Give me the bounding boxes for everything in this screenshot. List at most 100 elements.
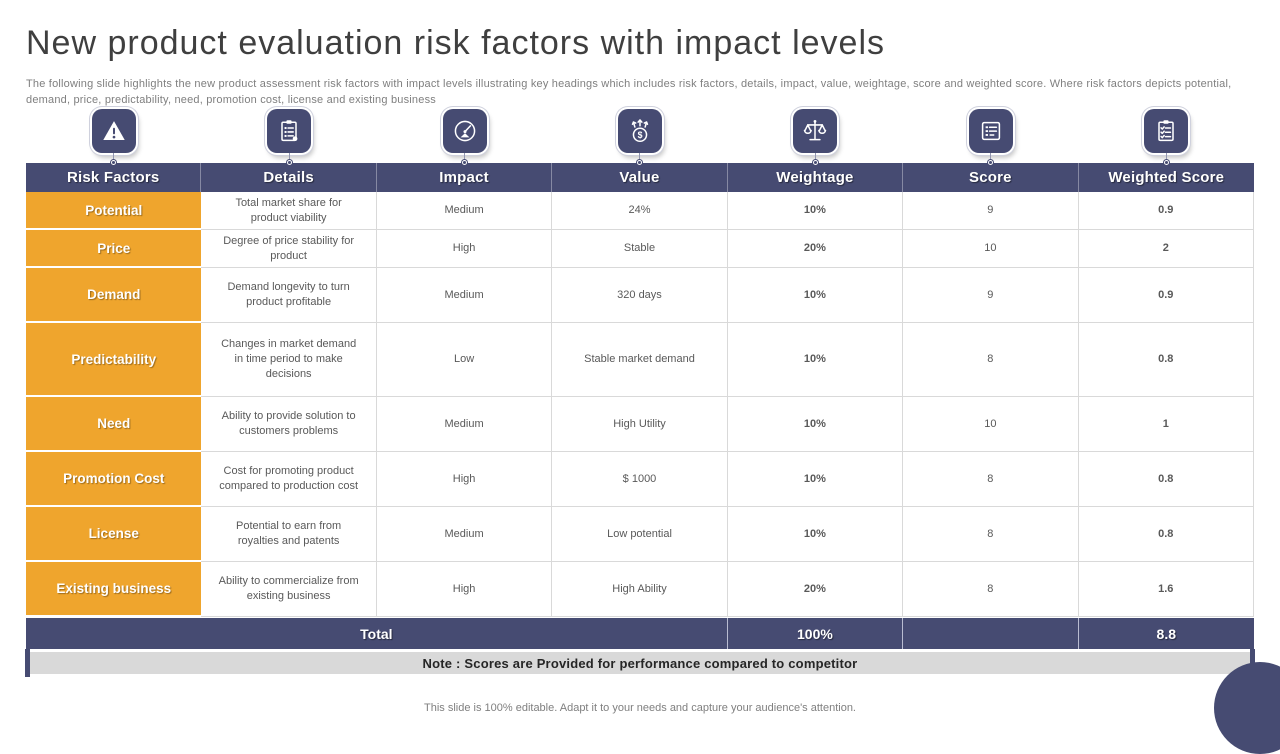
connector-dot <box>286 160 292 165</box>
connector-dot <box>1163 160 1169 165</box>
impact-cell: Medium <box>376 397 553 452</box>
score-cell: 8 <box>903 507 1079 562</box>
total-label: Total <box>26 618 728 649</box>
risk-factor-cell: Need <box>26 397 202 452</box>
score-cell: 8 <box>903 323 1079 397</box>
value-cell: 320 days <box>552 268 728 323</box>
weightage-cell: 10% <box>727 452 904 507</box>
connector-dot <box>462 160 468 165</box>
impact-cell: High <box>376 562 553 617</box>
weighted-score-cell: 0.8 <box>1078 507 1254 562</box>
score-cell: 10 <box>903 397 1079 452</box>
weighted-score-checklist-icon <box>1144 109 1189 153</box>
table-row: Existing business Ability to commercializ… <box>26 562 1254 617</box>
corner-decoration-circle <box>1214 662 1280 754</box>
connector-line <box>113 153 115 160</box>
connector-dot <box>637 160 643 165</box>
details-cell: Ability to commercialize from existing b… <box>201 562 377 617</box>
icon-wrap-details <box>201 109 376 165</box>
icon-wrap-score <box>903 109 1078 165</box>
risk-factor-cell: Predictability <box>26 323 202 397</box>
weightage-cell: 10% <box>727 323 904 397</box>
icon-wrap-impact <box>377 109 552 165</box>
connector-line <box>990 153 992 160</box>
column-header-impact: Impact <box>377 163 553 192</box>
icon-wrap-weighted-score <box>1079 109 1254 165</box>
column-header-risk-factors: Risk Factors <box>26 163 202 192</box>
note-bar-left-cap <box>25 649 30 677</box>
impact-gauge-icon <box>442 109 487 153</box>
icon-wrap-weightage <box>728 109 903 165</box>
impact-cell: High <box>376 452 553 507</box>
page-title: New product evaluation risk factors with… <box>26 24 885 62</box>
risk-factor-cell: Existing business <box>26 562 202 617</box>
weightage-scale-icon <box>793 109 838 153</box>
value-cell: Low potential <box>552 507 728 562</box>
details-cell: Demand longevity to turn product profita… <box>201 268 377 323</box>
impact-cell: Medium <box>376 268 553 323</box>
impact-cell: Low <box>376 323 553 397</box>
weighted-score-cell: 1 <box>1078 397 1254 452</box>
svg-text:$: $ <box>638 130 643 140</box>
value-cell: 24% <box>552 192 728 230</box>
column-header-weightage: Weightage <box>728 163 904 192</box>
table-row: Promotion Cost Cost for promoting product… <box>26 452 1254 507</box>
table-row: Potential Total market share for product … <box>26 192 1254 230</box>
column-icons-row: $ <box>26 109 1254 165</box>
connector-line <box>814 153 816 160</box>
column-header-value: Value <box>552 163 728 192</box>
weighted-score-cell: 0.8 <box>1078 323 1254 397</box>
value-cell: High Ability <box>552 562 728 617</box>
table-row: Predictability Changes in market demand i… <box>26 323 1254 397</box>
value-cell: Stable <box>552 230 728 268</box>
table-row: Demand Demand longevity to turn product p… <box>26 268 1254 323</box>
details-cell: Changes in market demand in time period … <box>201 323 377 397</box>
connector-dot <box>988 160 994 165</box>
score-list-icon <box>968 109 1013 153</box>
value-cell: $ 1000 <box>552 452 728 507</box>
details-cell: Degree of price stability for product <box>201 230 377 268</box>
details-clipboard-icon <box>267 109 312 153</box>
weightage-cell: 10% <box>727 192 904 230</box>
note-text: Note : Scores are Provided for performan… <box>422 655 858 671</box>
connector-line <box>464 153 466 160</box>
weightage-cell: 10% <box>727 397 904 452</box>
risk-factor-cell: Price <box>26 230 202 268</box>
column-header-details: Details <box>201 163 377 192</box>
weighted-score-cell: 0.9 <box>1078 192 1254 230</box>
risk-factor-cell: Demand <box>26 268 202 323</box>
value-money-icon: $ <box>617 109 662 153</box>
connector-line <box>288 153 290 160</box>
column-header-score: Score <box>903 163 1079 192</box>
impact-cell: Medium <box>376 192 553 230</box>
connector-dot <box>111 160 117 165</box>
score-cell: 9 <box>903 192 1079 230</box>
slide-description: The following slide highlights the new p… <box>26 78 1232 106</box>
icon-wrap-value: $ <box>552 109 727 165</box>
connector-line <box>1165 153 1167 160</box>
column-header-weighted-score: Weighted Score <box>1108 169 1225 186</box>
editable-footnote: This slide is 100% editable. Adapt it to… <box>424 702 856 714</box>
connector-line <box>639 153 641 160</box>
total-score <box>903 618 1079 649</box>
weighted-score-cell: 0.9 <box>1078 268 1254 323</box>
weighted-score-cell: 0.8 <box>1078 452 1254 507</box>
table-header-row: Risk Factors Details Impact Value Weightage S… <box>26 163 1254 192</box>
icon-wrap-risk-factors <box>26 109 201 165</box>
table-row: Price Degree of price stability for produ… <box>26 230 1254 268</box>
score-cell: 8 <box>903 562 1079 617</box>
details-cell: Potential to earn from royalties and pat… <box>201 507 377 562</box>
weightage-cell: 20% <box>727 230 904 268</box>
note-bar: Note : Scores are Provided for performan… <box>25 649 1255 677</box>
details-cell: Total market share for product viability <box>201 192 377 230</box>
score-cell: 8 <box>903 452 1079 507</box>
weightage-cell: 10% <box>727 268 904 323</box>
table-total-row: Total 100% 8.8 <box>26 618 1254 649</box>
table-row: Need Ability to provide solution to custo… <box>26 397 1254 452</box>
score-cell: 9 <box>903 268 1079 323</box>
impact-cell: Medium <box>376 507 553 562</box>
risk-factor-cell: License <box>26 507 202 562</box>
weightage-cell: 20% <box>727 562 904 617</box>
value-cell: High Utility <box>552 397 728 452</box>
total-weightage: 100% <box>728 618 904 649</box>
